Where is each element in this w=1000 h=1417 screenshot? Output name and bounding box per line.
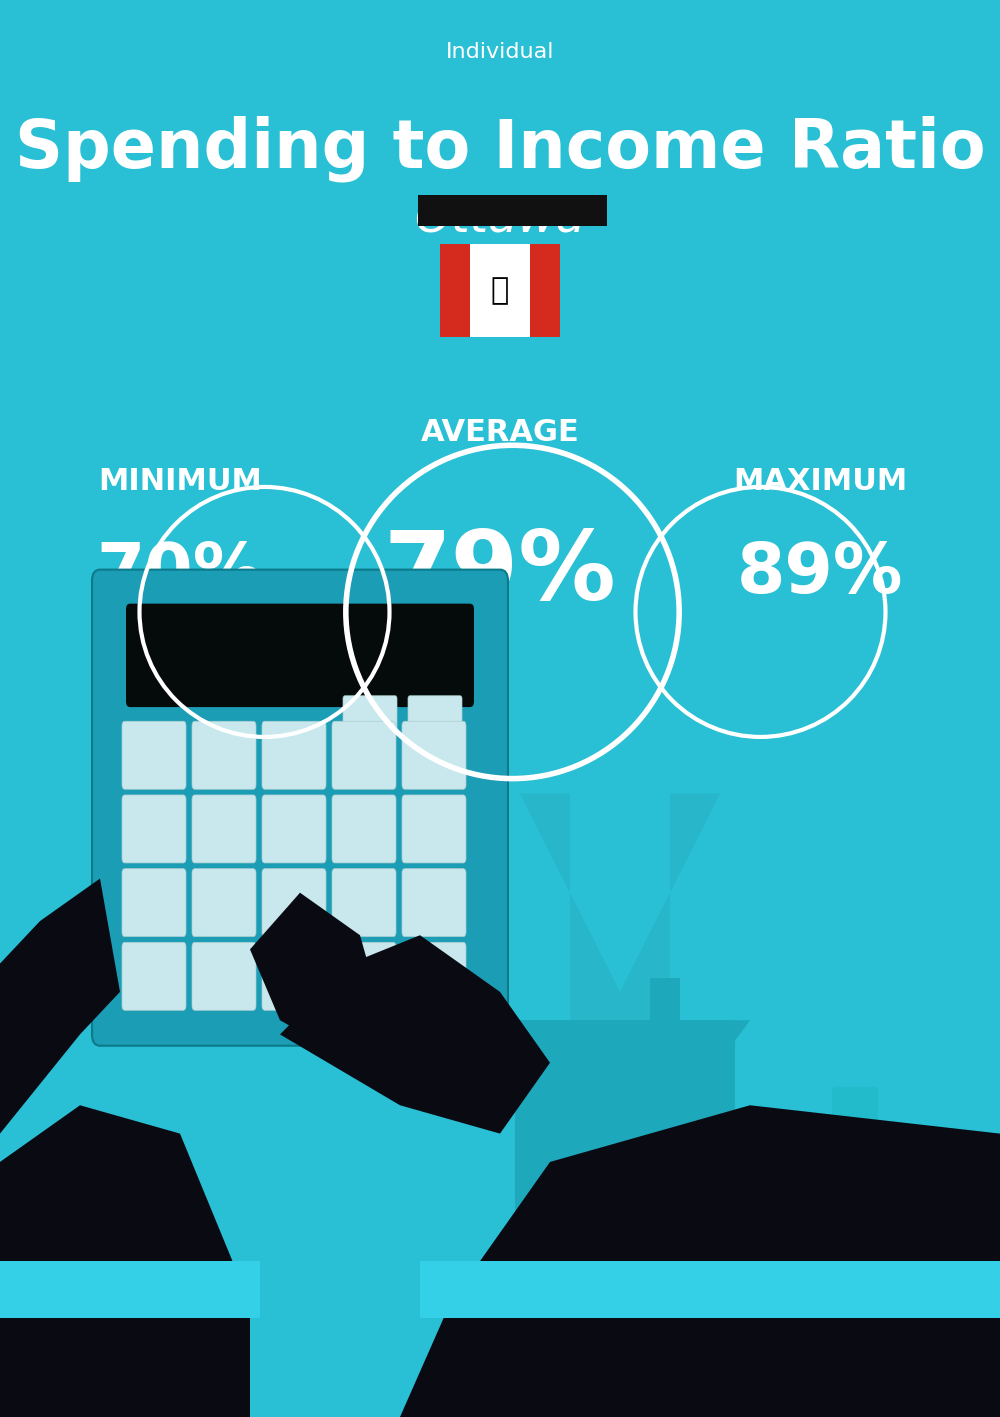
Text: MINIMUM: MINIMUM [98, 468, 262, 496]
Polygon shape [520, 794, 720, 1318]
Ellipse shape [790, 1122, 920, 1343]
Text: 79%: 79% [384, 527, 616, 621]
FancyBboxPatch shape [402, 721, 466, 789]
FancyBboxPatch shape [122, 795, 186, 863]
FancyBboxPatch shape [515, 1020, 735, 1332]
Polygon shape [400, 1105, 1000, 1417]
FancyBboxPatch shape [262, 869, 326, 937]
FancyBboxPatch shape [332, 942, 396, 1010]
Polygon shape [280, 935, 550, 1134]
FancyBboxPatch shape [402, 869, 466, 937]
FancyBboxPatch shape [332, 721, 396, 789]
FancyBboxPatch shape [262, 795, 326, 863]
FancyBboxPatch shape [440, 244, 470, 336]
FancyBboxPatch shape [262, 942, 326, 1010]
FancyBboxPatch shape [122, 942, 186, 1010]
FancyBboxPatch shape [192, 721, 256, 789]
FancyBboxPatch shape [343, 696, 397, 733]
FancyBboxPatch shape [332, 795, 396, 863]
Polygon shape [0, 879, 120, 1134]
Text: Ottawa: Ottawa [415, 197, 585, 242]
FancyBboxPatch shape [725, 1254, 825, 1325]
Text: Individual: Individual [446, 43, 554, 62]
Polygon shape [250, 893, 380, 1049]
Text: 89%: 89% [737, 540, 903, 608]
FancyBboxPatch shape [402, 942, 466, 1010]
Text: AVERAGE: AVERAGE [421, 418, 579, 446]
FancyBboxPatch shape [832, 1087, 878, 1131]
Text: MAXIMUM: MAXIMUM [733, 468, 907, 496]
FancyBboxPatch shape [595, 1176, 665, 1332]
Text: $: $ [844, 1219, 866, 1247]
FancyBboxPatch shape [440, 244, 560, 336]
FancyBboxPatch shape [332, 869, 396, 937]
FancyBboxPatch shape [192, 942, 256, 1010]
Text: Spending to Income Ratio: Spending to Income Ratio [15, 116, 985, 181]
FancyBboxPatch shape [126, 604, 474, 707]
Polygon shape [500, 1020, 750, 1190]
FancyBboxPatch shape [192, 795, 256, 863]
FancyBboxPatch shape [122, 869, 186, 937]
FancyBboxPatch shape [402, 795, 466, 863]
FancyBboxPatch shape [0, 1261, 260, 1318]
FancyBboxPatch shape [650, 978, 680, 1077]
FancyBboxPatch shape [192, 869, 256, 937]
Polygon shape [0, 1105, 250, 1417]
Text: 🍁: 🍁 [491, 276, 509, 305]
FancyBboxPatch shape [420, 1261, 1000, 1318]
Text: 70%: 70% [97, 540, 263, 608]
Text: $: $ [753, 1223, 767, 1243]
Ellipse shape [715, 1141, 805, 1297]
FancyBboxPatch shape [262, 721, 326, 789]
FancyBboxPatch shape [122, 721, 186, 789]
FancyBboxPatch shape [530, 244, 560, 336]
Polygon shape [280, 794, 480, 992]
FancyBboxPatch shape [408, 696, 462, 733]
FancyBboxPatch shape [92, 570, 508, 1046]
